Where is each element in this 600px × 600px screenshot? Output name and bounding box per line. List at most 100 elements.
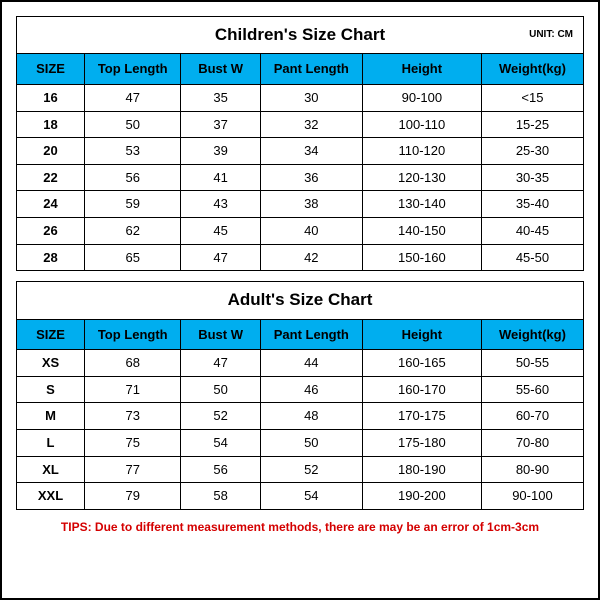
table-cell: 43 xyxy=(181,191,260,218)
table-cell: 150-160 xyxy=(362,244,481,271)
table-cell: 53 xyxy=(85,138,181,165)
table-cell: XXL xyxy=(17,483,85,510)
children-title-row: Children's Size Chart UNIT: CM xyxy=(17,17,584,54)
table-cell: 41 xyxy=(181,164,260,191)
table-cell: XS xyxy=(17,350,85,377)
table-cell: M xyxy=(17,403,85,430)
col-size: SIZE xyxy=(17,54,85,85)
table-cell: 62 xyxy=(85,217,181,244)
table-cell: 170-175 xyxy=(362,403,481,430)
table-row: M735248170-17560-70 xyxy=(17,403,584,430)
table-cell: 47 xyxy=(181,350,260,377)
table-row: L755450175-18070-80 xyxy=(17,429,584,456)
table-cell: 42 xyxy=(260,244,362,271)
table-cell: 130-140 xyxy=(362,191,481,218)
table-cell: 15-25 xyxy=(481,111,583,138)
table-cell: 120-130 xyxy=(362,164,481,191)
table-cell: 45-50 xyxy=(481,244,583,271)
tips-note: TIPS: Due to different measurement metho… xyxy=(16,520,584,534)
table-cell: 75 xyxy=(85,429,181,456)
table-cell: 56 xyxy=(181,456,260,483)
table-cell: 18 xyxy=(17,111,85,138)
table-cell: 40 xyxy=(260,217,362,244)
table-cell: 45 xyxy=(181,217,260,244)
table-cell: 44 xyxy=(260,350,362,377)
table-cell: 68 xyxy=(85,350,181,377)
table-cell: 140-150 xyxy=(362,217,481,244)
table-cell: <15 xyxy=(481,84,583,111)
table-cell: 55-60 xyxy=(481,376,583,403)
table-cell: 190-200 xyxy=(362,483,481,510)
table-cell: 50 xyxy=(85,111,181,138)
table-cell: 30 xyxy=(260,84,362,111)
table-cell: 46 xyxy=(260,376,362,403)
table-cell: XL xyxy=(17,456,85,483)
table-row: XS684744160-16550-55 xyxy=(17,350,584,377)
table-cell: 110-120 xyxy=(362,138,481,165)
table-cell: 80-90 xyxy=(481,456,583,483)
table-row: 26624540140-15040-45 xyxy=(17,217,584,244)
table-cell: 160-170 xyxy=(362,376,481,403)
table-cell: 65 xyxy=(85,244,181,271)
table-cell: 71 xyxy=(85,376,181,403)
table-cell: 40-45 xyxy=(481,217,583,244)
table-row: S715046160-17055-60 xyxy=(17,376,584,403)
table-cell: 47 xyxy=(181,244,260,271)
table-row: XL775652180-19080-90 xyxy=(17,456,584,483)
table-cell: 25-30 xyxy=(481,138,583,165)
col-size: SIZE xyxy=(17,319,85,350)
table-cell: 50-55 xyxy=(481,350,583,377)
table-cell: 35-40 xyxy=(481,191,583,218)
table-cell: 26 xyxy=(17,217,85,244)
col-top: Top Length xyxy=(85,319,181,350)
col-height: Height xyxy=(362,54,481,85)
table-row: XXL795854190-20090-100 xyxy=(17,483,584,510)
table-cell: L xyxy=(17,429,85,456)
table-cell: 73 xyxy=(85,403,181,430)
table-row: 28654742150-16045-50 xyxy=(17,244,584,271)
table-cell: 32 xyxy=(260,111,362,138)
table-cell: 48 xyxy=(260,403,362,430)
table-cell: 58 xyxy=(181,483,260,510)
table-cell: 52 xyxy=(260,456,362,483)
size-chart-container: Children's Size Chart UNIT: CM SIZE Top … xyxy=(0,0,600,600)
adult-title: Adult's Size Chart xyxy=(228,290,373,309)
table-cell: 35 xyxy=(181,84,260,111)
table-cell: 175-180 xyxy=(362,429,481,456)
table-cell: 28 xyxy=(17,244,85,271)
table-cell: 180-190 xyxy=(362,456,481,483)
table-cell: 100-110 xyxy=(362,111,481,138)
col-pant: Pant Length xyxy=(260,54,362,85)
col-pant: Pant Length xyxy=(260,319,362,350)
table-cell: 24 xyxy=(17,191,85,218)
table-cell: 90-100 xyxy=(362,84,481,111)
table-cell: 22 xyxy=(17,164,85,191)
table-cell: 37 xyxy=(181,111,260,138)
col-weight: Weight(kg) xyxy=(481,319,583,350)
adult-header-row: SIZE Top Length Bust W Pant Length Heigh… xyxy=(17,319,584,350)
table-cell: S xyxy=(17,376,85,403)
adult-size-table: Adult's Size Chart SIZE Top Length Bust … xyxy=(16,281,584,510)
table-row: 22564136120-13030-35 xyxy=(17,164,584,191)
table-row: 1647353090-100<15 xyxy=(17,84,584,111)
col-bust: Bust W xyxy=(181,319,260,350)
table-cell: 90-100 xyxy=(481,483,583,510)
table-cell: 60-70 xyxy=(481,403,583,430)
children-rows: 1647353090-100<1518503732100-11015-25205… xyxy=(17,84,584,270)
children-title: Children's Size Chart xyxy=(215,25,385,44)
table-cell: 54 xyxy=(260,483,362,510)
children-header-row: SIZE Top Length Bust W Pant Length Heigh… xyxy=(17,54,584,85)
table-cell: 16 xyxy=(17,84,85,111)
table-row: 20533934110-12025-30 xyxy=(17,138,584,165)
table-cell: 59 xyxy=(85,191,181,218)
children-size-table: Children's Size Chart UNIT: CM SIZE Top … xyxy=(16,16,584,271)
col-bust: Bust W xyxy=(181,54,260,85)
table-cell: 54 xyxy=(181,429,260,456)
table-row: 18503732100-11015-25 xyxy=(17,111,584,138)
adult-title-cell: Adult's Size Chart xyxy=(17,282,584,319)
table-cell: 39 xyxy=(181,138,260,165)
col-weight: Weight(kg) xyxy=(481,54,583,85)
children-title-cell: Children's Size Chart UNIT: CM xyxy=(17,17,584,54)
adult-rows: XS684744160-16550-55S715046160-17055-60M… xyxy=(17,350,584,510)
table-cell: 50 xyxy=(260,429,362,456)
